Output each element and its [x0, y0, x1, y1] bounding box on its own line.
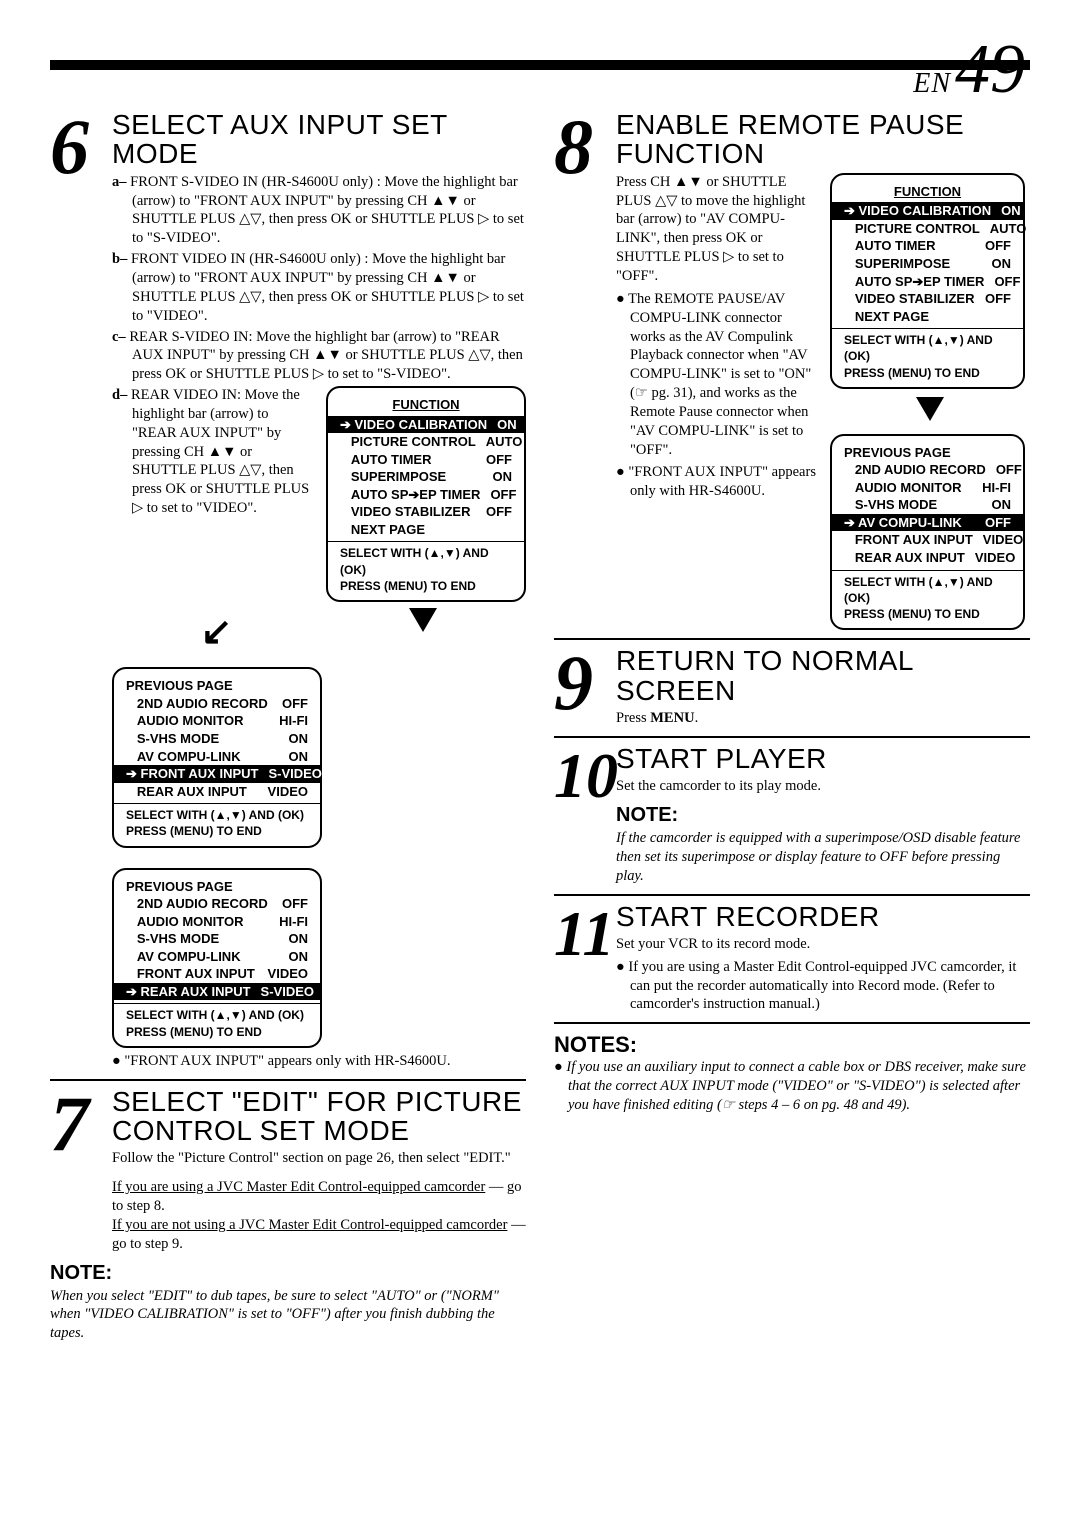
step10-body: Set the camcorder to its play mode.: [616, 777, 1030, 796]
down-arrow-icon: [409, 608, 437, 632]
osd-row: REAR AUX INPUTVIDEO: [844, 549, 1011, 567]
left-col: 6 SELECT AUX INPUT SET MODE a– FRONT S-V…: [50, 110, 526, 1343]
osd-row: ➔ FRONT AUX INPUTS-VIDEO: [114, 765, 320, 783]
step7-num: 7: [50, 1093, 112, 1155]
down-arrow-icon: [916, 397, 944, 421]
step-10: 10 START PLAYER Set the camcorder to its…: [554, 744, 1030, 886]
page-number: EN 49: [913, 30, 1025, 110]
osd-row: AUTO TIMEROFF: [844, 237, 1011, 255]
osd-row: REAR AUX INPUTVIDEO: [126, 783, 308, 801]
osd-row: FRONT AUX INPUTVIDEO: [844, 531, 1011, 549]
osd-row: AUTO SP➔EP TIMEROFF: [844, 273, 1011, 291]
notes-n1: ● If you use an auxiliary input to conne…: [554, 1058, 1030, 1115]
step9-body: Press MENU.: [616, 709, 1030, 728]
step-11: 11 START RECORDER Set your VCR to its re…: [554, 902, 1030, 1015]
osd-row: S-VHS MODEON: [844, 496, 1011, 514]
step6-num: 6: [50, 116, 112, 178]
osd-row: VIDEO STABILIZEROFF: [844, 290, 1011, 308]
step11-body: Set your VCR to its record mode.: [616, 935, 1030, 954]
arrows-row: ↙: [112, 608, 526, 657]
step9-title: RETURN TO NORMAL SCREEN: [616, 646, 1030, 705]
step6-title: SELECT AUX INPUT SET MODE: [112, 110, 526, 169]
columns: 6 SELECT AUX INPUT SET MODE a– FRONT S-V…: [50, 110, 1030, 1343]
osd-row: AUDIO MONITORHI-FI: [126, 712, 308, 730]
step-8: 8 ENABLE REMOTE PAUSE FUNCTION Press CH …: [554, 110, 1030, 630]
top-rule: [50, 60, 1030, 70]
step7-link2: If you are not using a JVC Master Edit C…: [112, 1216, 526, 1254]
osd-row: AUTO SP➔EP TIMEROFF: [340, 486, 512, 504]
osd-row: AV COMPU-LINKON: [126, 948, 308, 966]
osd-row: PICTURE CONTROLAUTO: [844, 220, 1011, 238]
osd-row: AUDIO MONITORHI-FI: [126, 913, 308, 931]
osd-row: 2ND AUDIO RECORDOFF: [844, 461, 1011, 479]
step6-a: a– FRONT S-VIDEO IN (HR-S4600U only) : M…: [112, 173, 526, 248]
step10-note-head: NOTE:: [616, 804, 1030, 827]
section-rule: [554, 1022, 1030, 1024]
notes-head: NOTES:: [554, 1032, 1030, 1058]
osd-row: ➔ AV COMPU-LINKOFF: [832, 514, 1023, 532]
step7-link1: If you are using a JVC Master Edit Contr…: [112, 1178, 526, 1216]
osd-row: S-VHS MODEON: [126, 930, 308, 948]
step6-b: b– FRONT VIDEO IN (HR-S4600U only) : Mov…: [112, 250, 526, 325]
step10-title: START PLAYER: [616, 744, 1030, 773]
step7-body: Follow the "Picture Control" section on …: [112, 1149, 526, 1168]
right-col: 8 ENABLE REMOTE PAUSE FUNCTION Press CH …: [554, 110, 1030, 1343]
osd-prev-rear: PREVIOUS PAGE 2ND AUDIO RECORDOFF AUDIO …: [112, 868, 322, 1048]
step6-foot: ● "FRONT AUX INPUT" appears only with HR…: [112, 1052, 526, 1071]
step8-title: ENABLE REMOTE PAUSE FUNCTION: [616, 110, 1030, 169]
osd-row: SUPERIMPOSEON: [340, 468, 512, 486]
step-6: 6 SELECT AUX INPUT SET MODE a– FRONT S-V…: [50, 110, 526, 1071]
osd-row: AUTO TIMEROFF: [340, 451, 512, 469]
osd-row: FRONT AUX INPUTVIDEO: [126, 965, 308, 983]
page-num: 49: [955, 31, 1025, 108]
osd-row: ➔ REAR AUX INPUTS-VIDEO: [114, 983, 320, 1001]
osd-function-8: FUNCTION ➔ VIDEO CALIBRATIONON PICTURE C…: [830, 173, 1025, 389]
step7-note: When you select "EDIT" to dub tapes, be …: [50, 1287, 526, 1344]
step6-c: c– REAR S-VIDEO IN: Move the highlight b…: [112, 328, 526, 385]
step9-num: 9: [554, 652, 616, 714]
step7-title: SELECT "EDIT" FOR PICTURE CONTROL SET MO…: [112, 1087, 526, 1146]
step11-num: 11: [554, 908, 616, 959]
osd-row: 2ND AUDIO RECORDOFF: [126, 695, 308, 713]
step8-num: 8: [554, 116, 616, 178]
osd-row: AV COMPU-LINKON: [126, 748, 308, 766]
osd-function-1: FUNCTION ➔ VIDEO CALIBRATIONON PICTURE C…: [326, 386, 526, 602]
osd-prev-8: PREVIOUS PAGE 2ND AUDIO RECORDOFF AUDIO …: [830, 434, 1025, 630]
osd-row: PICTURE CONTROLAUTO: [340, 433, 512, 451]
step10-note: If the camcorder is equipped with a supe…: [616, 829, 1030, 886]
osd-row: SUPERIMPOSEON: [844, 255, 1011, 273]
osd-row: NEXT PAGE: [844, 308, 1011, 326]
osd-row: ➔ VIDEO CALIBRATIONON: [328, 416, 524, 434]
step6-d: d– REAR VIDEO IN: Move the highlight bar…: [112, 386, 314, 518]
step8-b2: ● "FRONT AUX INPUT" appears only with HR…: [616, 463, 820, 501]
osd-row: ➔ VIDEO CALIBRATIONON: [832, 202, 1023, 220]
step-9: 9 RETURN TO NORMAL SCREEN Press MENU.: [554, 646, 1030, 728]
step8-body: Press CH ▲▼ or SHUTTLE PLUS △▽ to move t…: [616, 173, 820, 286]
page-prefix: EN: [913, 68, 951, 99]
step8-b1: ● The REMOTE PAUSE/AV COMPU-LINK connect…: [616, 290, 820, 460]
osd-row: AUDIO MONITORHI-FI: [844, 479, 1011, 497]
osd-prev-front: PREVIOUS PAGE 2ND AUDIO RECORDOFF AUDIO …: [112, 667, 322, 847]
step10-num: 10: [554, 750, 616, 801]
step11-title: START RECORDER: [616, 902, 1030, 931]
osd-row: S-VHS MODEON: [126, 730, 308, 748]
step11-b1: ● If you are using a Master Edit Control…: [616, 958, 1030, 1015]
step7-note-head: NOTE:: [50, 1262, 526, 1285]
osd-row: NEXT PAGE: [340, 521, 512, 539]
step-7: 7 SELECT "EDIT" FOR PICTURE CONTROL SET …: [50, 1087, 526, 1254]
osd-row: VIDEO STABILIZEROFF: [340, 503, 512, 521]
osd-row: 2ND AUDIO RECORDOFF: [126, 895, 308, 913]
